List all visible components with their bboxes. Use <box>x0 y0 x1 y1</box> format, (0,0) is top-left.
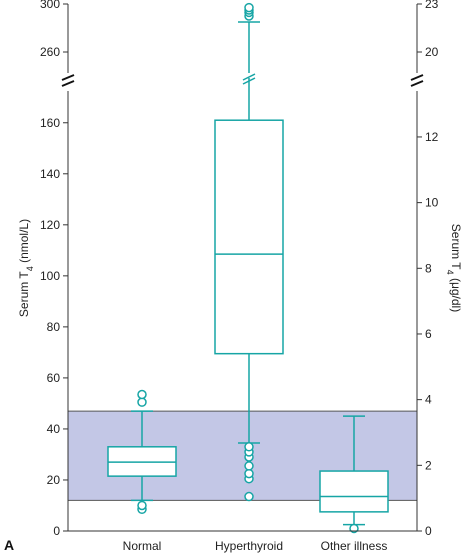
category-label: Hyperthyroid <box>215 539 283 553</box>
right-tick-label: 0 <box>425 524 432 538</box>
left-tick-label: 160 <box>40 116 60 130</box>
outlier-point <box>244 491 254 502</box>
outlier-point <box>137 397 147 407</box>
box-hyperthyroid <box>214 2 284 502</box>
category-label: Other illness <box>321 539 388 553</box>
left-axis-title-sub: 4 <box>25 266 35 271</box>
left-tick-label: 300 <box>40 0 60 11</box>
right-tick-label: 20 <box>425 45 439 59</box>
left-axis-title: Serum T4 (nmol/L) <box>17 219 35 317</box>
left-tick-label: 0 <box>53 524 60 538</box>
right-tick-label: 6 <box>425 327 432 341</box>
whisker-break-mark <box>242 77 256 85</box>
left-tick-label: 80 <box>47 320 61 334</box>
outlier-point <box>349 523 359 534</box>
left-tick-label: 140 <box>40 167 60 181</box>
right-tick-label: 4 <box>425 393 432 407</box>
right-tick-label: 23 <box>425 0 439 11</box>
panel-label: A <box>4 537 14 553</box>
right-axis-title-unit: (μg/dl) <box>449 275 463 313</box>
right-tick-label: 2 <box>425 458 432 472</box>
right-tick-label: 10 <box>425 196 439 210</box>
outlier-point <box>137 389 147 400</box>
left-tick-label: 120 <box>40 218 60 232</box>
right-axis-break-mark <box>410 80 424 87</box>
right-axis-title: Serum T4 (μg/dl) <box>445 224 463 312</box>
left-axis-title-unit: (nmol/L) <box>17 219 31 266</box>
left-tick-label: 40 <box>47 422 61 436</box>
left-axis-break-mark <box>61 74 75 81</box>
box-other-illness <box>319 415 389 534</box>
outlier-point <box>244 442 254 452</box>
category-label: Normal <box>123 539 162 553</box>
right-axis-title-sub: 4 <box>445 270 455 275</box>
left-axis-break-mark <box>61 80 75 87</box>
outlier-point <box>137 500 147 511</box>
left-tick-label: 100 <box>40 269 60 283</box>
right-tick-label: 8 <box>425 261 432 275</box>
outlier-point <box>244 468 254 479</box>
left-tick-label: 20 <box>47 473 61 487</box>
box-normal <box>107 389 177 515</box>
outlier-point <box>244 2 254 13</box>
right-axis-title-main: Serum T <box>449 224 463 270</box>
outlier-point <box>244 461 254 471</box>
left-tick-label: 260 <box>40 45 60 59</box>
left-axis-title-main: Serum T <box>17 271 31 317</box>
right-tick-label: 12 <box>425 130 439 144</box>
iqr-box <box>319 470 389 513</box>
iqr-box <box>214 119 284 355</box>
right-axis-break-mark <box>410 74 424 81</box>
left-tick-label: 60 <box>47 371 61 385</box>
whisker-break-mark <box>242 73 256 81</box>
